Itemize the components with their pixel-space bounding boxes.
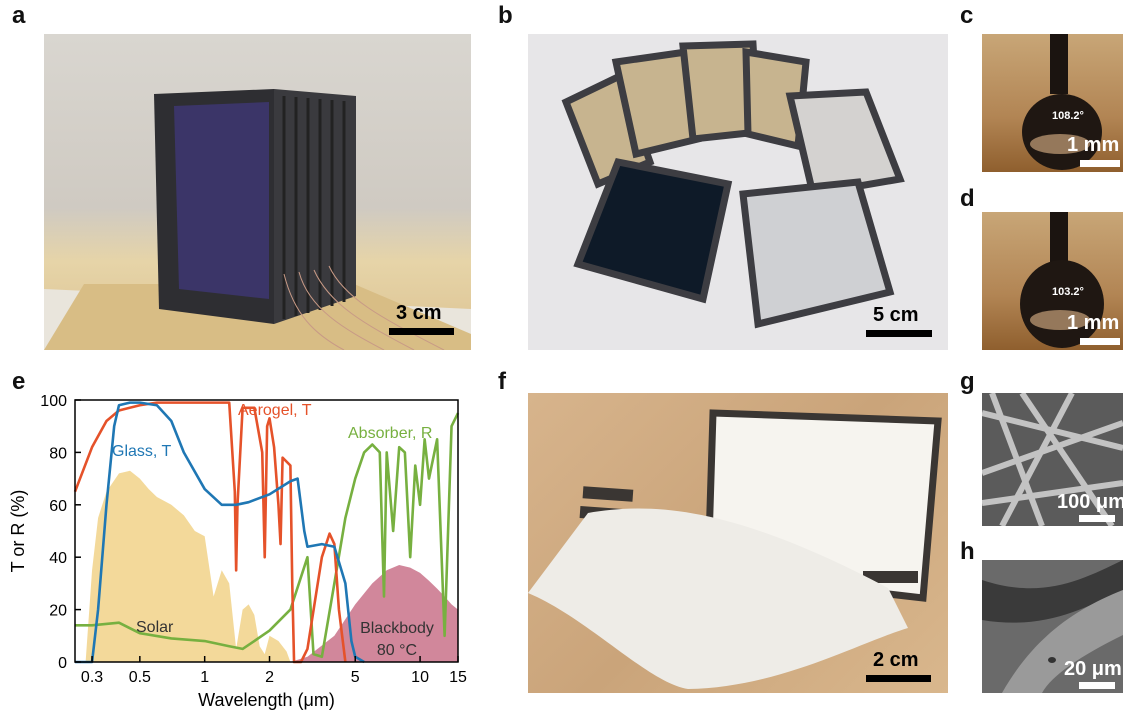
scale-label-f: 2 cm: [873, 649, 919, 671]
photo-panel-f: 2 cm: [528, 393, 948, 693]
contact-angle-d: 103.2°: [1052, 286, 1084, 298]
area-blackbody: [290, 565, 458, 662]
panel-letter-g: g: [960, 368, 975, 395]
panel-letter-e: e: [12, 368, 26, 395]
x-tick-label: 0.5: [129, 669, 151, 686]
annotation-absorber: Absorber, R: [348, 425, 432, 442]
series-line-glass: [75, 401, 365, 664]
y-tick-label: 40: [49, 550, 67, 567]
panel-letter-b: b: [498, 2, 513, 29]
photo-panel-b: 5 cm: [528, 34, 948, 350]
annotation-solar: Solar: [136, 619, 174, 636]
series-line-aerogel: [73, 401, 347, 664]
fibers-drawing-h: [982, 560, 1123, 693]
x-tick-label: 10: [411, 669, 429, 686]
contact-angle-c: 108.2°: [1052, 110, 1084, 122]
scale-label-b: 5 cm: [873, 304, 919, 326]
annotation-aerogel: Aerogel, T: [238, 402, 312, 419]
scale-bar-d: [1080, 338, 1120, 345]
annotation-blackbody: Blackbody: [360, 620, 434, 637]
scale-bar-b: [866, 330, 932, 337]
scale-label-g: 100 μm: [1057, 491, 1123, 513]
panel-letter-a: a: [12, 2, 26, 29]
paper-frame-drawing: [528, 409, 942, 689]
x-tick-label: 2: [265, 669, 274, 686]
y-axis-label: T or R (%): [8, 490, 28, 573]
panel-letter-f: f: [498, 368, 506, 395]
scale-label-a: 3 cm: [396, 302, 442, 324]
scale-bar-g: [1079, 515, 1115, 522]
droplet-drawing-c: [1022, 34, 1102, 170]
annotation-80c: 80 °C: [377, 642, 417, 659]
x-tick-label: 0.3: [81, 669, 103, 686]
series-line-absorber: [75, 412, 460, 659]
chart-panel-e: 0 20 40 60 80 100 0.3 0.5 1 2 5 10 15 T or R (%) Wavel…: [8, 393, 467, 710]
droplet-drawing-d: [1020, 212, 1104, 348]
plot-frame: [74, 399, 459, 663]
panel-letter-c: c: [960, 2, 974, 29]
scale-bar-c: [1080, 160, 1120, 167]
panel-letter-d: d: [960, 185, 975, 212]
photo-panel-c: 108.2° 1 mm: [982, 34, 1123, 172]
x-axis-label: Wavelength (μm): [198, 690, 335, 710]
scale-bar-a: [389, 328, 454, 335]
x-tick-label: 5: [351, 669, 360, 686]
photo-panel-a: 3 cm: [44, 34, 471, 350]
y-tick-label: 60: [49, 498, 67, 515]
photo-panel-d: 103.2° 1 mm: [982, 212, 1123, 350]
device-drawing: [44, 89, 471, 350]
photo-panel-g: 100 μm: [982, 393, 1123, 526]
scale-bar-f: [866, 675, 931, 682]
scale-label-d: 1 mm: [1067, 312, 1120, 334]
photo-panel-h: 20 μm: [982, 560, 1123, 693]
scale-bar-h: [1079, 682, 1115, 689]
area-solar: [85, 470, 291, 662]
x-tick-label: 1: [200, 669, 209, 686]
y-tick-label: 100: [40, 393, 67, 410]
scale-label-c: 1 mm: [1067, 134, 1120, 156]
y-tick-label: 20: [49, 603, 67, 620]
frames-drawing: [561, 40, 905, 329]
fibers-drawing-g: [982, 393, 1123, 526]
panel-letter-h: h: [960, 538, 975, 565]
y-tick-label: 0: [58, 655, 67, 672]
y-tick-label: 80: [49, 445, 67, 462]
annotation-glass: Glass, T: [112, 443, 172, 460]
scale-label-h: 20 μm: [1064, 658, 1122, 680]
x-tick-label: 15: [449, 669, 467, 686]
